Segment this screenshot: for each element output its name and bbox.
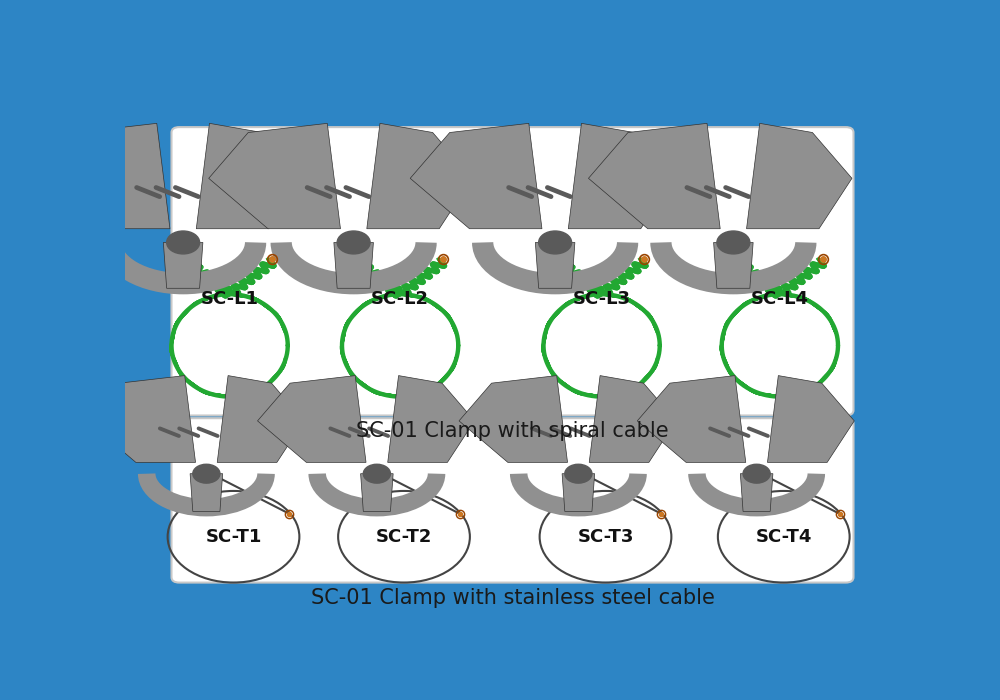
Circle shape — [363, 464, 390, 483]
Polygon shape — [38, 123, 170, 229]
Polygon shape — [388, 376, 475, 463]
Text: SC-L3: SC-L3 — [573, 290, 631, 307]
Circle shape — [167, 231, 200, 254]
Text: SC-01 Clamp with stainless steel cable: SC-01 Clamp with stainless steel cable — [311, 588, 714, 608]
Polygon shape — [410, 123, 542, 229]
Polygon shape — [367, 123, 472, 229]
Text: SC-01 Clamp with spiral cable: SC-01 Clamp with spiral cable — [356, 421, 669, 440]
Polygon shape — [562, 474, 595, 512]
Polygon shape — [568, 123, 674, 229]
Polygon shape — [588, 123, 720, 229]
Text: SC-T2: SC-T2 — [376, 528, 432, 546]
Polygon shape — [190, 474, 223, 512]
Text: SC-L2: SC-L2 — [371, 290, 429, 307]
Polygon shape — [535, 242, 575, 288]
FancyBboxPatch shape — [172, 418, 854, 582]
Text: SC-L1: SC-L1 — [201, 290, 259, 307]
Polygon shape — [217, 376, 304, 463]
Polygon shape — [334, 242, 373, 288]
Circle shape — [539, 231, 572, 254]
Polygon shape — [714, 242, 753, 288]
Polygon shape — [589, 376, 676, 463]
Circle shape — [717, 231, 750, 254]
Polygon shape — [767, 376, 854, 463]
Text: SC-T4: SC-T4 — [756, 528, 812, 546]
Polygon shape — [740, 474, 773, 512]
FancyBboxPatch shape — [172, 127, 854, 416]
Text: SC-T1: SC-T1 — [205, 528, 262, 546]
Polygon shape — [196, 123, 302, 229]
Polygon shape — [258, 376, 366, 463]
Circle shape — [337, 231, 370, 254]
Polygon shape — [87, 376, 196, 463]
Circle shape — [193, 464, 220, 483]
Polygon shape — [209, 123, 340, 229]
Polygon shape — [459, 376, 568, 463]
Circle shape — [565, 464, 592, 483]
Text: SC-L4: SC-L4 — [751, 290, 809, 307]
Polygon shape — [747, 123, 852, 229]
Polygon shape — [163, 242, 203, 288]
Text: SC-T3: SC-T3 — [577, 528, 634, 546]
Circle shape — [743, 464, 770, 483]
Polygon shape — [637, 376, 746, 463]
Polygon shape — [361, 474, 393, 512]
